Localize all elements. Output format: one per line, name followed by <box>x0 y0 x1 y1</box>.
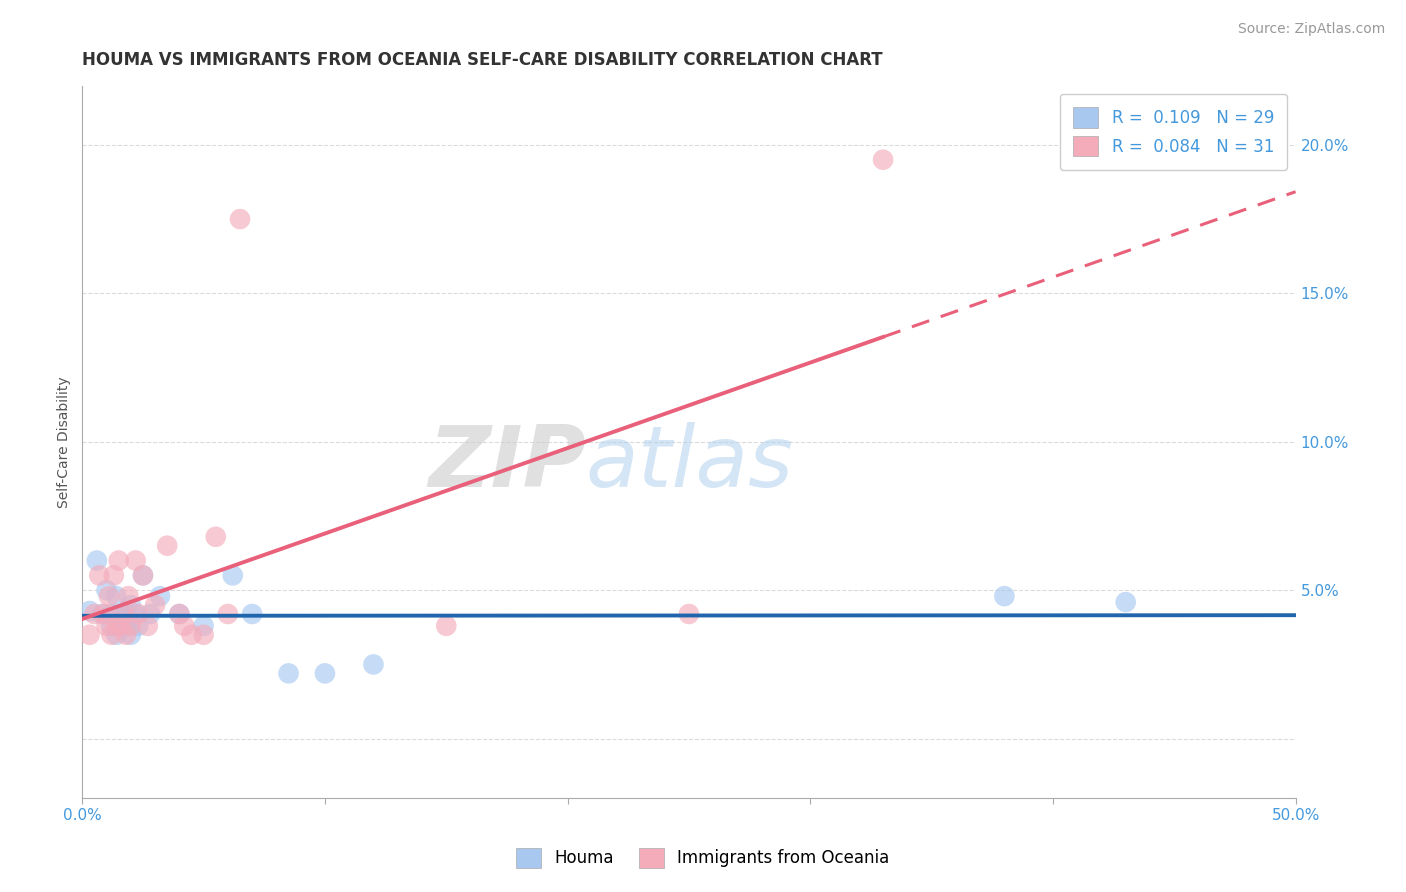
Point <box>277 666 299 681</box>
Point <box>204 530 226 544</box>
Point <box>124 607 146 621</box>
Point <box>363 657 385 672</box>
Text: HOUMA VS IMMIGRANTS FROM OCEANIA SELF-CARE DISABILITY CORRELATION CHART: HOUMA VS IMMIGRANTS FROM OCEANIA SELF-CA… <box>83 51 883 69</box>
Text: Source: ZipAtlas.com: Source: ZipAtlas.com <box>1237 22 1385 37</box>
Point <box>83 607 105 621</box>
Point <box>240 607 263 621</box>
Point <box>79 604 101 618</box>
Point <box>193 628 215 642</box>
Point <box>112 607 135 621</box>
Point <box>120 628 142 642</box>
Point <box>132 568 155 582</box>
Y-axis label: Self-Care Disability: Self-Care Disability <box>58 376 72 508</box>
Legend: R =  0.109   N = 29, R =  0.084   N = 31: R = 0.109 N = 29, R = 0.084 N = 31 <box>1060 94 1288 169</box>
Point <box>180 628 202 642</box>
Text: ZIP: ZIP <box>429 422 586 505</box>
Point <box>993 589 1015 603</box>
Point <box>143 598 166 612</box>
Point <box>139 607 162 621</box>
Point <box>110 607 132 621</box>
Point <box>120 598 142 612</box>
Point <box>105 628 128 642</box>
Point <box>434 619 457 633</box>
Point <box>103 568 125 582</box>
Point <box>120 619 142 633</box>
Point <box>169 607 191 621</box>
Point <box>117 619 139 633</box>
Point <box>96 583 118 598</box>
Point <box>222 568 245 582</box>
Point <box>127 607 149 621</box>
Point <box>100 628 122 642</box>
Point <box>89 568 111 582</box>
Point <box>112 619 135 633</box>
Point <box>105 589 128 603</box>
Point <box>136 619 159 633</box>
Point <box>96 619 118 633</box>
Point <box>79 628 101 642</box>
Point <box>173 619 195 633</box>
Point <box>90 607 112 621</box>
Point <box>117 589 139 603</box>
Point <box>105 619 128 633</box>
Point <box>100 619 122 633</box>
Point <box>169 607 191 621</box>
Point <box>86 553 108 567</box>
Point <box>93 607 115 621</box>
Point <box>100 607 122 621</box>
Point <box>872 153 894 167</box>
Point <box>149 589 172 603</box>
Point <box>229 212 252 227</box>
Point <box>217 607 239 621</box>
Point <box>107 553 129 567</box>
Point <box>193 619 215 633</box>
Legend: Houma, Immigrants from Oceania: Houma, Immigrants from Oceania <box>509 841 897 875</box>
Point <box>1115 595 1137 609</box>
Text: atlas: atlas <box>586 422 794 505</box>
Point <box>156 539 179 553</box>
Point <box>124 553 146 567</box>
Point <box>678 607 700 621</box>
Point <box>110 619 132 633</box>
Point <box>132 568 155 582</box>
Point <box>115 607 138 621</box>
Point <box>115 628 138 642</box>
Point <box>314 666 336 681</box>
Point <box>107 619 129 633</box>
Point <box>127 619 149 633</box>
Point <box>98 589 121 603</box>
